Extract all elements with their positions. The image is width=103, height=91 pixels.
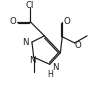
Text: O: O <box>63 17 70 26</box>
Text: Cl: Cl <box>26 1 34 10</box>
Text: N: N <box>22 38 29 47</box>
Text: O: O <box>10 17 17 26</box>
Text: N: N <box>52 63 58 72</box>
Text: N: N <box>30 56 36 65</box>
Text: H: H <box>47 71 53 80</box>
Text: O: O <box>75 41 82 50</box>
